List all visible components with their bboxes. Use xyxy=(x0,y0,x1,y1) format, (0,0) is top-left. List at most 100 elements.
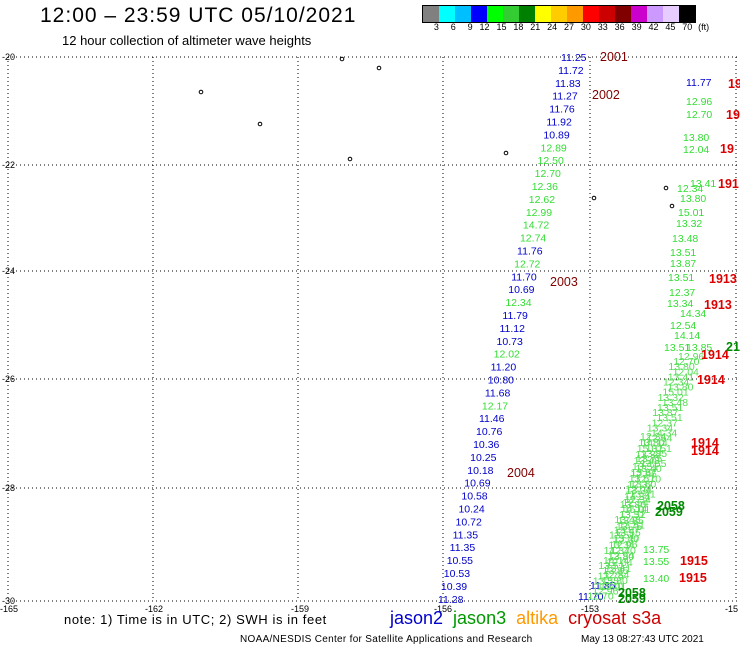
wave-height-value: 12.04 xyxy=(625,484,651,496)
wave-height-value: 10.73 xyxy=(497,336,523,348)
wave-height-value: 11.12 xyxy=(499,323,525,335)
legend-swatch xyxy=(519,6,535,22)
wave-height-value: 14.14 xyxy=(621,503,647,515)
track-time-label: 2059 xyxy=(655,505,683,519)
wave-height-value: 11.35 xyxy=(450,542,476,554)
wave-height-value: 13.32 xyxy=(619,509,645,521)
island-outline xyxy=(591,195,597,201)
wave-height-value: 13.41 xyxy=(690,178,716,190)
wave-height-value: 14.34 xyxy=(604,545,630,557)
wave-height-value: 11.72 xyxy=(558,65,584,77)
wave-height-value: 11.28 xyxy=(438,594,464,606)
wave-height-value: 12.02 xyxy=(494,349,520,361)
satellite-legend: jason2 jason3 altika cryosat s3a xyxy=(390,608,671,629)
wave-height-value: 13.40 xyxy=(635,463,661,475)
lon-label: -165 xyxy=(0,604,18,614)
track-time-label: 21 xyxy=(726,340,740,354)
legend-label: 24 xyxy=(547,22,558,32)
wave-height-value: 13.55 xyxy=(640,458,666,470)
wave-height-value: 10.89 xyxy=(543,129,569,141)
wave-height-value: 10.80 xyxy=(488,375,514,387)
track-time-label: 19 xyxy=(720,142,734,156)
wave-height-value: 10.24 xyxy=(458,504,484,516)
wave-height-value: 12.62 xyxy=(529,194,555,206)
wave-height-value: 11.76 xyxy=(549,104,575,116)
wave-height-value: 12.96 xyxy=(592,586,618,598)
lon-label: -15 xyxy=(725,604,738,614)
wave-height-value: 13.87 xyxy=(630,467,656,479)
legend-label: 12 xyxy=(479,22,490,32)
wave-height-value: 12.96 xyxy=(678,351,704,363)
wave-height-value: 14.34 xyxy=(680,308,706,320)
wave-height-value: 13.85 xyxy=(641,448,667,460)
legend-swatch xyxy=(487,6,503,22)
wave-height-value: 13.34 xyxy=(608,540,634,552)
wave-height-value: 13.80 xyxy=(602,575,628,587)
wave-height-value: 11.83 xyxy=(555,78,581,90)
island-outline xyxy=(503,150,509,156)
wave-height-value: 10.36 xyxy=(473,439,499,451)
wave-height-value: 10.58 xyxy=(461,491,487,503)
lat-label: -26 xyxy=(2,374,15,384)
track-time-label: 1914 xyxy=(691,444,719,458)
wave-height-value: 13.32 xyxy=(676,218,702,230)
wave-height-value: 13.51 xyxy=(609,530,635,542)
track-time-label: 2058 xyxy=(657,499,685,513)
satellite-s3a: s3a xyxy=(632,608,662,628)
wave-height-value: 13.51 xyxy=(664,342,690,354)
legend-label: 6 xyxy=(450,22,456,32)
satellite-altika: altika xyxy=(516,608,559,628)
lat-label: -24 xyxy=(2,266,15,276)
wave-height-value: 12.34 xyxy=(640,431,666,443)
wave-height-value: 13.87 xyxy=(670,258,696,270)
legend-swatch xyxy=(551,6,567,22)
wave-height-value: 13.34 xyxy=(667,298,693,310)
wave-height-value: 12.54 xyxy=(622,497,648,509)
wave-height-value: 12.70 xyxy=(535,168,561,180)
wave-height-value: 13.80 xyxy=(680,193,706,205)
legend-swatch xyxy=(583,6,599,22)
wave-height-value: 13.32 xyxy=(658,392,684,404)
wave-height-value: 13.40 xyxy=(597,581,623,593)
wave-height-value: 13.51 xyxy=(670,247,696,259)
wave-height-value: 13.80 xyxy=(630,479,656,491)
wave-height-value: 10.72 xyxy=(456,516,482,528)
legend-label: 18 xyxy=(513,22,524,32)
wave-height-value: 12.74 xyxy=(520,233,546,245)
wave-height-value: 12.37 xyxy=(613,535,639,547)
wave-height-value: 13.80 xyxy=(638,437,664,449)
wave-height-value: 13.48 xyxy=(634,455,660,467)
wave-height-value: 12.37 xyxy=(669,287,695,299)
wave-height-value: 13.85 xyxy=(602,565,628,577)
track-time-label: 19 xyxy=(728,77,740,91)
wave-height-value: 15.01 xyxy=(678,207,704,219)
wave-height-value: 13.75 xyxy=(643,544,669,556)
wave-height-value: 12.04 xyxy=(673,366,699,378)
island-outline xyxy=(376,65,382,71)
wave-height-value: 13.80 xyxy=(620,499,646,511)
wave-height-value: 13.34 xyxy=(647,422,673,434)
lon-label: -162 xyxy=(145,604,163,614)
wave-height-value: 12.50 xyxy=(538,155,564,167)
wave-height-value: 14.14 xyxy=(603,555,629,567)
wave-height-value: 11.46 xyxy=(479,413,505,425)
wave-height-value: 13.75 xyxy=(616,521,642,533)
wave-height-value: 11.79 xyxy=(502,310,528,322)
legend-label: 15 xyxy=(496,22,507,32)
wave-height-value: 13.87 xyxy=(614,524,640,536)
wave-height-value: 12.70 xyxy=(635,473,661,485)
lat-label: -22 xyxy=(2,160,15,170)
axis-labels: -20 -22 -24 -26 -28 -30-165 -162 -159 -156 -153 -1… xyxy=(0,52,738,614)
track-time-label: 1915 xyxy=(680,554,708,568)
wave-height-value: 11.92 xyxy=(546,117,572,129)
track-time-label: 1914 xyxy=(697,373,725,387)
wave-height-value: 14.34 xyxy=(651,428,677,440)
wave-height-value: 13.48 xyxy=(662,397,688,409)
wave-height-value: 12.34 xyxy=(505,297,531,309)
wave-height-value: 13.87 xyxy=(652,407,678,419)
wave-height-value: 13.80 xyxy=(608,551,634,563)
wave-height-value: 13.41 xyxy=(629,489,655,501)
wave-height-value: 11.85 xyxy=(590,580,616,592)
wave-height-value: 12.72 xyxy=(514,258,540,270)
